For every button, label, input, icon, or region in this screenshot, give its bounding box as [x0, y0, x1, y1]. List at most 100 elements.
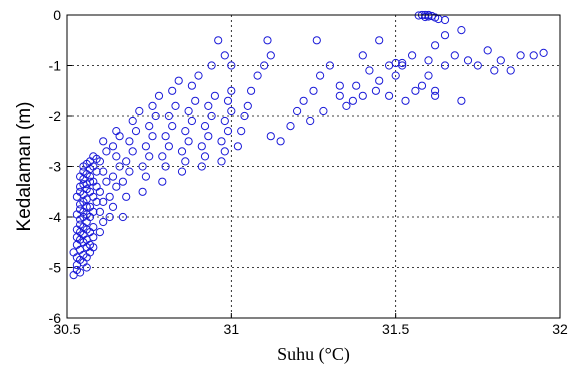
y-tick-label: -4: [49, 209, 62, 225]
data-point: [223, 96, 233, 105]
data-point: [171, 101, 180, 111]
data-point: [207, 61, 216, 70]
data-point: [431, 91, 440, 100]
data-point: [168, 122, 177, 131]
data-point: [184, 137, 193, 146]
data-point: [131, 127, 141, 136]
data-point: [385, 91, 394, 100]
y-tick-label: -2: [49, 108, 62, 124]
data-point: [223, 127, 233, 136]
data-point: [233, 142, 242, 151]
data-point: [128, 116, 137, 126]
data-point: [151, 111, 160, 121]
data-point: [105, 212, 114, 222]
data-point: [187, 81, 196, 90]
data-point: [122, 192, 131, 201]
data-point: [194, 71, 203, 80]
data-point: [187, 116, 196, 126]
data-point: [286, 122, 295, 131]
data-point: [82, 180, 91, 189]
data-point: [473, 61, 482, 70]
x-tick-label: 31: [224, 321, 240, 337]
data-point: [177, 167, 187, 176]
data-point: [375, 76, 384, 85]
y-tick-label: -5: [49, 260, 62, 276]
data-point: [79, 250, 88, 259]
data-point: [118, 177, 128, 186]
data-point: [145, 122, 154, 131]
data-point: [463, 56, 473, 65]
data-point: [76, 268, 85, 277]
data-point: [450, 51, 459, 60]
data-point: [490, 66, 499, 75]
data-point: [99, 197, 108, 206]
data-point: [516, 51, 525, 60]
data-point: [204, 132, 213, 141]
data-point: [99, 217, 108, 227]
data-point: [253, 71, 262, 80]
data-point: [365, 66, 374, 75]
data-point: [197, 162, 206, 171]
data-point: [148, 101, 157, 111]
data-point: [125, 137, 134, 146]
tick-labels: 30.5 31 31.5 32 0 -1 -2 -3 -4 -5 -6: [49, 7, 568, 337]
data-point: [243, 101, 252, 111]
data-point: [108, 202, 118, 211]
data-point: [181, 127, 190, 136]
data-point: [85, 187, 95, 196]
data-point: [85, 240, 95, 249]
data-point: [158, 152, 167, 161]
data-point: [263, 36, 272, 45]
data-point: [266, 51, 275, 60]
data-point: [177, 147, 187, 156]
data-point: [325, 61, 334, 70]
data-point: [95, 228, 105, 237]
x-tick-label: 32: [552, 321, 568, 337]
data-point: [112, 152, 121, 161]
data-point: [164, 111, 173, 121]
data-point: [401, 96, 410, 105]
data-point: [89, 152, 98, 161]
data-point: [352, 81, 361, 90]
data-point: [391, 58, 400, 68]
data-point: [342, 101, 351, 111]
data-point: [335, 91, 344, 100]
data-point: [220, 147, 229, 156]
data-point: [506, 66, 515, 75]
data-point: [539, 48, 548, 58]
data-point: [408, 51, 417, 60]
data-point: [312, 36, 321, 45]
data-point: [95, 157, 105, 166]
data-point: [371, 86, 380, 95]
data-point: [181, 157, 190, 166]
data-point: [102, 177, 111, 186]
data-point: [440, 31, 450, 40]
data-point: [184, 106, 193, 116]
data-point: [299, 96, 308, 105]
data-point: [293, 106, 302, 116]
data-point: [200, 122, 210, 131]
data-point: [108, 172, 118, 181]
data-point: [483, 46, 492, 55]
data-point: [220, 116, 229, 126]
data-point: [164, 142, 173, 151]
data-point: [197, 142, 206, 151]
data-point: [138, 187, 147, 196]
x-axis-label: Suhu (°C): [277, 344, 350, 365]
data-point: [118, 212, 128, 222]
data-point: [496, 56, 505, 65]
y-axis-label: Kedalaman (m): [14, 102, 35, 232]
x-tick-label: 30.5: [53, 321, 80, 337]
data-point: [85, 202, 95, 211]
data-point: [141, 142, 150, 151]
data-point: [168, 86, 177, 95]
y-tick-label: -1: [49, 58, 62, 74]
data-point: [95, 207, 105, 216]
data-point: [440, 15, 450, 25]
data-point: [135, 106, 144, 116]
y-tick-label: -3: [49, 159, 62, 175]
data-point: [309, 86, 318, 95]
data-point: [158, 177, 167, 186]
data-point: [440, 61, 450, 70]
data-point: [145, 152, 154, 161]
